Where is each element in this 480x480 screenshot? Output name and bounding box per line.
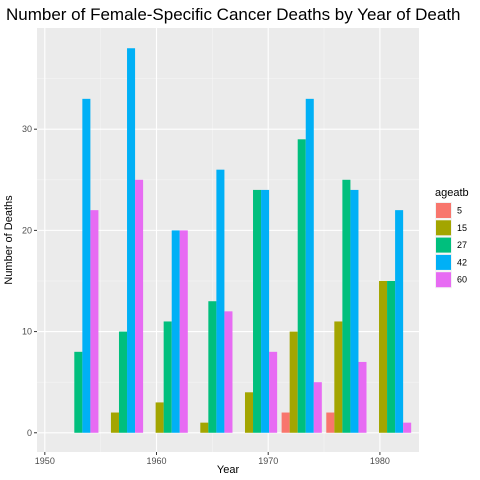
bar: [281, 412, 290, 433]
bar: [208, 301, 217, 433]
bar: [179, 230, 188, 433]
bar: [200, 422, 209, 433]
bar: [387, 280, 396, 433]
x-tick-label: 1950: [35, 456, 55, 466]
bar: [289, 331, 298, 433]
bar: [350, 189, 359, 433]
bar: [171, 230, 180, 433]
legend: ageatb 5 15 27 42 60: [435, 187, 469, 289]
bar: [342, 179, 351, 433]
bar: [253, 189, 262, 433]
bar: [395, 210, 404, 433]
legend-label-42: 42: [457, 257, 467, 267]
x-tick-label: 1970: [258, 456, 278, 466]
x-axis-ticks: 1950 1960 1970 1980: [35, 452, 390, 466]
bar: [163, 321, 172, 433]
bar: [118, 331, 128, 433]
y-tick-label: 30: [22, 124, 32, 134]
bar: [90, 210, 99, 433]
bar: [305, 98, 314, 433]
bar: [110, 412, 119, 433]
legend-label-15: 15: [457, 223, 467, 233]
bar: [224, 311, 233, 433]
chart-title: Number of Female-Specific Cancer Deaths …: [6, 5, 461, 24]
bar: [403, 422, 412, 433]
bar: [269, 351, 278, 433]
bar: [216, 169, 225, 433]
x-tick-label: 1980: [370, 456, 390, 466]
y-tick-label: 0: [27, 428, 32, 438]
bar: [127, 48, 136, 433]
bar: [313, 382, 322, 433]
legend-key-15: [436, 220, 451, 236]
bar: [135, 179, 144, 433]
y-tick-label: 10: [22, 327, 32, 337]
y-tick-label: 20: [22, 225, 32, 235]
bar: [358, 361, 367, 433]
legend-key-42: [436, 254, 451, 270]
bar: [379, 280, 388, 433]
bar: [261, 189, 270, 433]
legend-title: ageatb: [435, 187, 469, 199]
bar: [326, 412, 335, 433]
legend-label-60: 60: [457, 275, 467, 285]
bar: [155, 402, 164, 433]
bar: [297, 139, 306, 433]
bar: [244, 392, 254, 433]
legend-label-5: 5: [457, 206, 462, 216]
legend-key-5: [436, 203, 451, 218]
x-axis-title: Year: [217, 464, 240, 476]
legend-key-27: [436, 237, 451, 253]
y-axis-ticks: 0 10 20 30: [22, 124, 37, 438]
bars: [74, 48, 412, 433]
legend-items: 5 15 27 42 60: [435, 202, 467, 289]
legend-key-60: [436, 272, 451, 288]
bar: [82, 98, 91, 433]
legend-label-27: 27: [457, 240, 467, 250]
bar: [334, 321, 343, 433]
bar: [74, 351, 83, 433]
y-axis-title: Number of Deaths: [3, 195, 15, 285]
x-tick-label: 1960: [146, 456, 166, 466]
